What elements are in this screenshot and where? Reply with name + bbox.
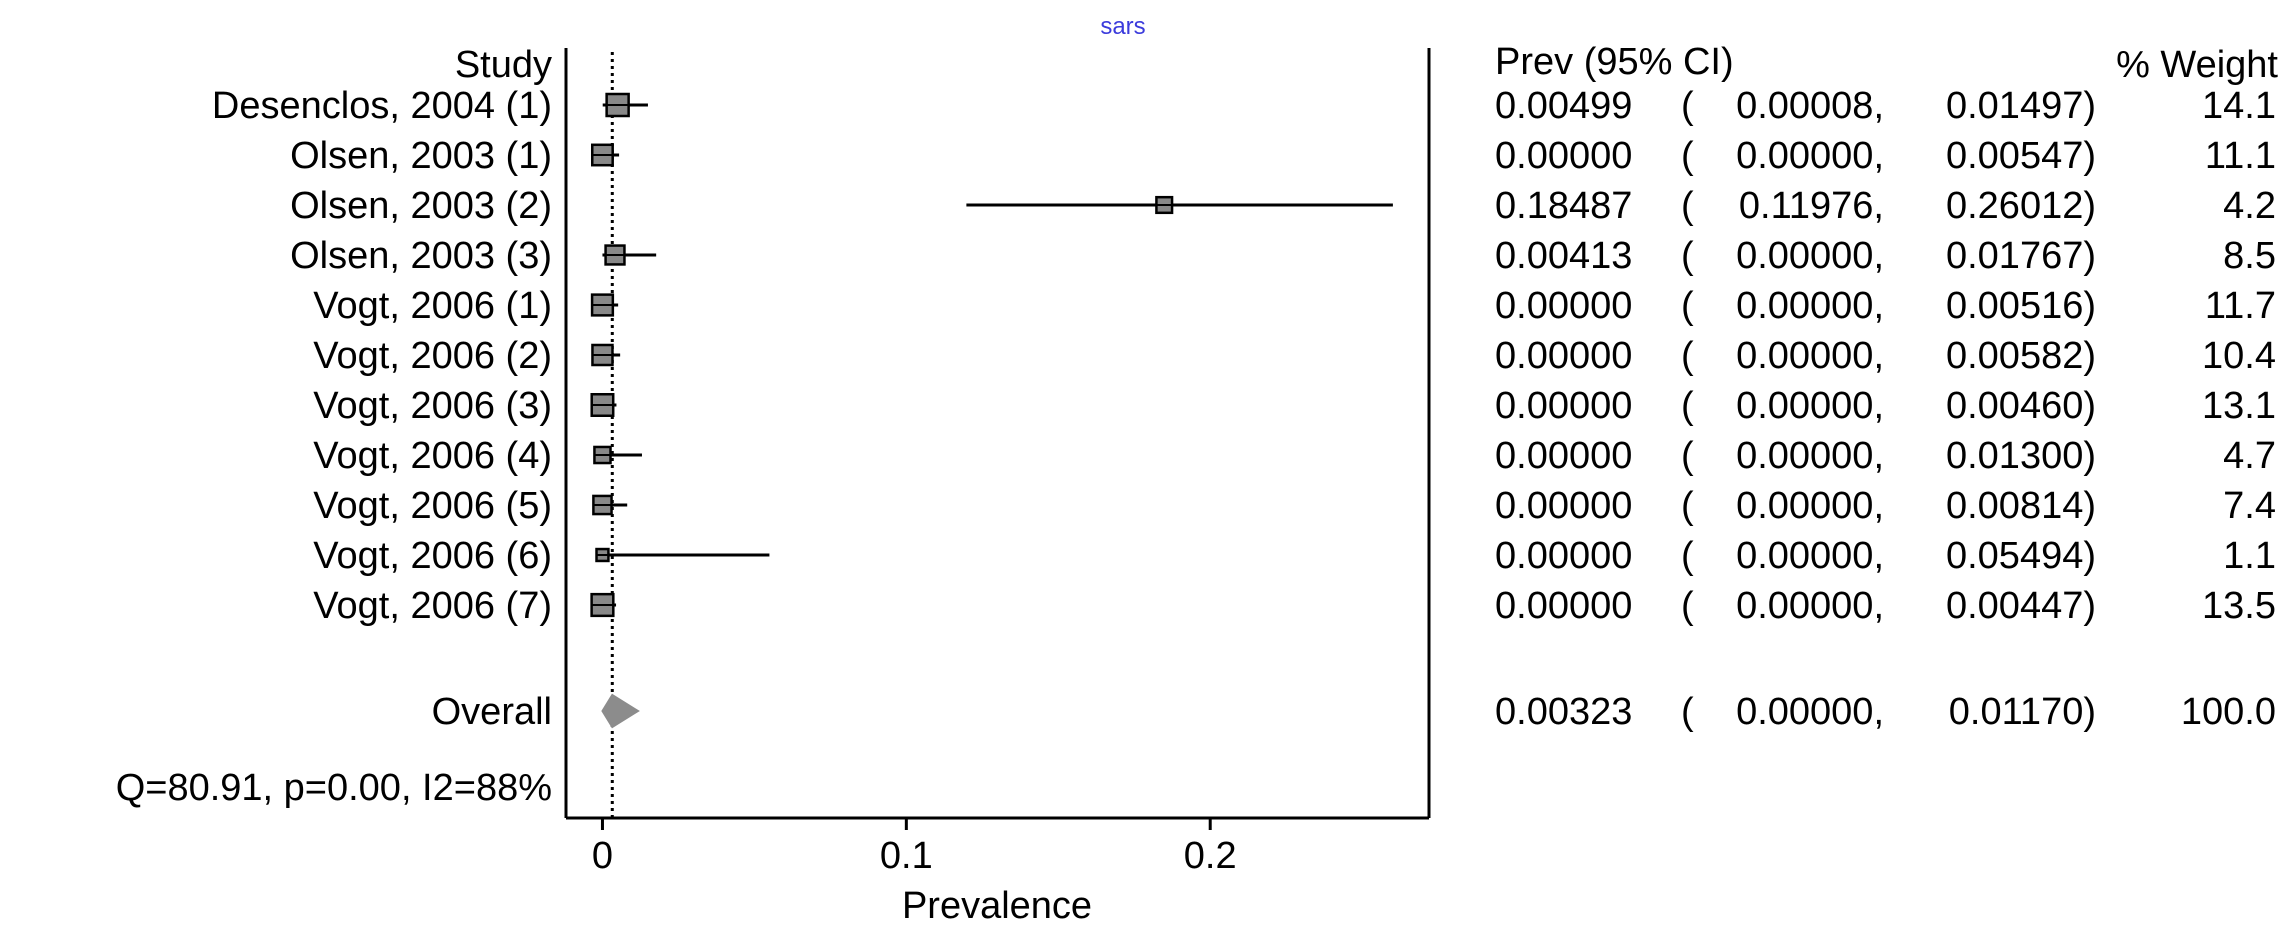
study-ci-lower: 0.00000, bbox=[1736, 335, 1884, 377]
study-label: Vogt, 2006 (5) bbox=[313, 485, 552, 527]
study-weight-value: 13.5 bbox=[2202, 585, 2276, 627]
study-ci-paren: ( bbox=[1681, 185, 1694, 227]
study-column-header: Study bbox=[455, 44, 552, 86]
study-ci-lower: 0.11976, bbox=[1739, 185, 1884, 227]
study-ci-lower: 0.00000, bbox=[1736, 135, 1884, 177]
study-ci-upper: 0.01497) bbox=[1946, 85, 2096, 127]
study-weight-value: 14.1 bbox=[2202, 85, 2276, 127]
study-marks bbox=[590, 92, 1393, 729]
study-ci-paren: ( bbox=[1681, 385, 1694, 427]
study-ci-upper: 0.01767) bbox=[1946, 235, 2096, 277]
study-ci-lower: 0.00000, bbox=[1736, 385, 1884, 427]
overall-weight-value: 100.0 bbox=[2181, 691, 2276, 733]
study-prev-value: 0.00000 bbox=[1495, 285, 1632, 327]
estimates-table: Prev (95% CI) % Weight 0.00499 (0.00008, 0… bbox=[1495, 41, 2278, 733]
x-axis-label: Prevalence bbox=[902, 885, 1092, 927]
study-ci-paren: ( bbox=[1681, 285, 1694, 327]
study-prev-value: 0.18487 bbox=[1495, 185, 1632, 227]
study-ci-lower: 0.00000, bbox=[1736, 285, 1884, 327]
study-label: Olsen, 2003 (2) bbox=[290, 185, 552, 227]
study-ci-paren: ( bbox=[1681, 235, 1694, 277]
study-label: Desenclos, 2004 (1) bbox=[212, 85, 552, 127]
study-weight-value: 7.4 bbox=[2223, 485, 2276, 527]
study-ci-paren: ( bbox=[1681, 585, 1694, 627]
study-label: Vogt, 2006 (7) bbox=[313, 585, 552, 627]
study-weight-value: 1.1 bbox=[2223, 535, 2276, 577]
study-labels: Study Desenclos, 2004 (1) Olsen, 2003 (1)… bbox=[212, 44, 552, 733]
prev-column-header: Prev (95% CI) bbox=[1495, 41, 1734, 83]
chart-title: sars bbox=[1100, 13, 1145, 40]
study-label: Vogt, 2006 (1) bbox=[313, 285, 552, 327]
study-label: Vogt, 2006 (4) bbox=[313, 435, 552, 477]
study-label: Vogt, 2006 (3) bbox=[313, 385, 552, 427]
study-label: Olsen, 2003 (1) bbox=[290, 135, 552, 177]
study-ci-lower: 0.00000, bbox=[1736, 585, 1884, 627]
study-weight-value: 13.1 bbox=[2202, 385, 2276, 427]
study-prev-value: 0.00000 bbox=[1495, 335, 1632, 377]
study-weight-value: 11.7 bbox=[2205, 285, 2276, 327]
study-prev-value: 0.00000 bbox=[1495, 135, 1632, 177]
overall-ci-paren: ( bbox=[1681, 691, 1694, 733]
x-tick-label: 0.1 bbox=[880, 835, 933, 877]
study-ci-lower: 0.00000, bbox=[1736, 535, 1884, 577]
study-label: Vogt, 2006 (2) bbox=[313, 335, 552, 377]
overall-prev-value: 0.00323 bbox=[1495, 691, 1632, 733]
x-axis-ticks: 0 0.1 0.2 bbox=[592, 818, 1237, 877]
study-weight-value: 11.1 bbox=[2205, 135, 2276, 177]
weight-column-header: % Weight bbox=[2116, 44, 2278, 86]
study-ci-paren: ( bbox=[1681, 485, 1694, 527]
study-ci-paren: ( bbox=[1681, 535, 1694, 577]
overall-label: Overall bbox=[432, 691, 552, 733]
study-ci-upper: 0.00447) bbox=[1946, 585, 2096, 627]
study-prev-value: 0.00000 bbox=[1495, 535, 1632, 577]
study-ci-paren: ( bbox=[1681, 135, 1694, 177]
study-ci-upper: 0.26012) bbox=[1946, 185, 2096, 227]
study-label: Vogt, 2006 (6) bbox=[313, 535, 552, 577]
study-prev-value: 0.00000 bbox=[1495, 485, 1632, 527]
plot-axes: 0 0.1 0.2 Prevalence bbox=[564, 48, 1431, 927]
overall-diamond bbox=[601, 693, 640, 729]
overall-ci-lower: 0.00000, bbox=[1736, 691, 1884, 733]
study-ci-lower: 0.00000, bbox=[1736, 435, 1884, 477]
study-weight-value: 8.5 bbox=[2223, 235, 2276, 277]
study-prev-value: 0.00000 bbox=[1495, 585, 1632, 627]
study-label: Olsen, 2003 (3) bbox=[290, 235, 552, 277]
study-ci-upper: 0.00547) bbox=[1946, 135, 2096, 177]
study-ci-upper: 0.00460) bbox=[1946, 385, 2096, 427]
study-ci-paren: ( bbox=[1681, 435, 1694, 477]
study-ci-upper: 0.00582) bbox=[1946, 335, 2096, 377]
heterogeneity-stats: Q=80.91, p=0.00, I2=88% bbox=[116, 767, 552, 809]
overall-ci-upper: 0.01170) bbox=[1949, 691, 2096, 733]
study-ci-lower: 0.00000, bbox=[1736, 485, 1884, 527]
study-weight-value: 4.2 bbox=[2223, 185, 2276, 227]
study-ci-upper: 0.01300) bbox=[1946, 435, 2096, 477]
study-ci-paren: ( bbox=[1681, 335, 1694, 377]
study-weight-value: 10.4 bbox=[2202, 335, 2276, 377]
study-prev-value: 0.00413 bbox=[1495, 235, 1632, 277]
study-weight-value: 4.7 bbox=[2223, 435, 2276, 477]
study-prev-value: 0.00000 bbox=[1495, 435, 1632, 477]
x-tick-label: 0 bbox=[592, 835, 613, 877]
x-tick-label: 0.2 bbox=[1184, 835, 1237, 877]
study-ci-lower: 0.00000, bbox=[1736, 235, 1884, 277]
study-ci-paren: ( bbox=[1681, 85, 1694, 127]
study-ci-upper: 0.00516) bbox=[1946, 285, 2096, 327]
study-ci-lower: 0.00008, bbox=[1736, 85, 1884, 127]
study-ci-upper: 0.00814) bbox=[1946, 485, 2096, 527]
study-ci-upper: 0.05494) bbox=[1946, 535, 2096, 577]
study-prev-value: 0.00499 bbox=[1495, 85, 1632, 127]
study-prev-value: 0.00000 bbox=[1495, 385, 1632, 427]
